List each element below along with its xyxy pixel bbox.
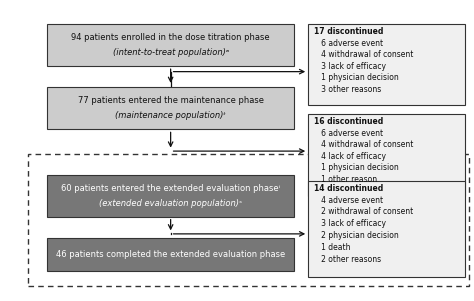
Text: 46 patients completed the extended evaluation phase: 46 patients completed the extended evalu… xyxy=(56,250,285,259)
Bar xyxy=(308,24,465,105)
Text: 2 withdrawal of consent: 2 withdrawal of consent xyxy=(314,207,413,216)
Text: 1 physician decision: 1 physician decision xyxy=(314,163,399,172)
Text: 1 physician decision: 1 physician decision xyxy=(314,73,399,82)
Text: 1 death: 1 death xyxy=(314,243,350,252)
Text: 3 other reasons: 3 other reasons xyxy=(314,85,381,94)
Bar xyxy=(47,238,294,271)
Text: (extended evaluation population)ˢ: (extended evaluation population)ˢ xyxy=(99,199,242,208)
Text: 77 patients entered the maintenance phase: 77 patients entered the maintenance phas… xyxy=(78,96,264,105)
Text: 16 discontinued: 16 discontinued xyxy=(314,117,383,126)
Text: 2 physician decision: 2 physician decision xyxy=(314,231,399,240)
Text: 60 patients entered the extended evaluation phaseⁱ: 60 patients entered the extended evaluat… xyxy=(61,184,280,193)
Text: 14 discontinued: 14 discontinued xyxy=(314,184,383,193)
Bar xyxy=(47,24,294,66)
Bar xyxy=(28,154,469,286)
Text: (intent-to-treat population)ᵃ: (intent-to-treat population)ᵃ xyxy=(113,48,228,57)
Text: 4 adverse event: 4 adverse event xyxy=(314,196,383,205)
Text: 1 other reason: 1 other reason xyxy=(314,175,377,184)
Text: (maintenance population)ᵗ: (maintenance population)ᵗ xyxy=(115,111,226,120)
Bar xyxy=(308,181,465,277)
Bar xyxy=(47,87,294,129)
Text: 4 withdrawal of consent: 4 withdrawal of consent xyxy=(314,50,413,59)
Bar xyxy=(308,114,465,196)
Text: 17 discontinued: 17 discontinued xyxy=(314,27,383,36)
Text: 4 lack of efficacy: 4 lack of efficacy xyxy=(314,152,386,161)
Text: 3 lack of efficacy: 3 lack of efficacy xyxy=(314,62,386,71)
Text: 2 other reasons: 2 other reasons xyxy=(314,255,381,264)
Text: 6 adverse event: 6 adverse event xyxy=(314,39,383,48)
Text: 6 adverse event: 6 adverse event xyxy=(314,129,383,138)
Bar xyxy=(47,175,294,217)
Text: 4 withdrawal of consent: 4 withdrawal of consent xyxy=(314,140,413,149)
Text: 3 lack of efficacy: 3 lack of efficacy xyxy=(314,219,386,228)
Text: 94 patients enrolled in the dose titration phase: 94 patients enrolled in the dose titrati… xyxy=(71,33,270,42)
